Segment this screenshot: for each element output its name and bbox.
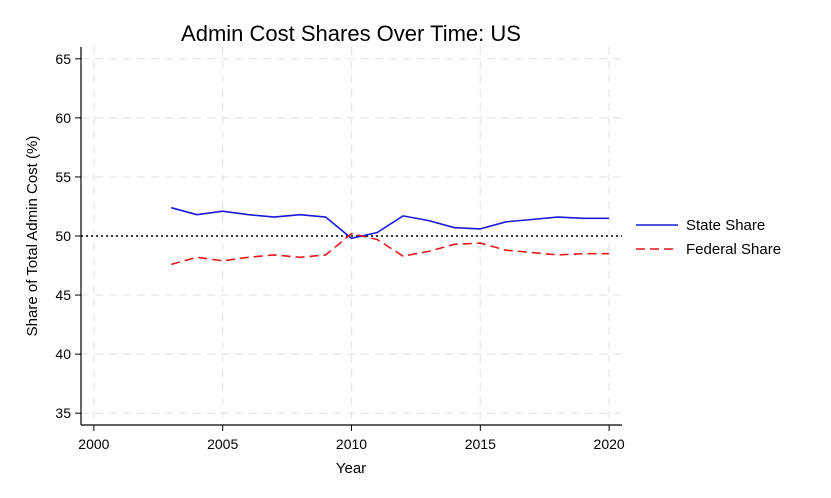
y-tick-label: 45 bbox=[55, 287, 71, 303]
x-tick-label: 2010 bbox=[336, 436, 367, 452]
y-axis-label: Share of Total Admin Cost (%) bbox=[24, 136, 41, 337]
series-group bbox=[170, 206, 610, 266]
legend-label-0: State Share bbox=[686, 217, 765, 234]
legend: State Share Federal Share bbox=[636, 217, 781, 258]
y-tick-label: 60 bbox=[55, 110, 71, 126]
gridlines bbox=[81, 47, 622, 425]
x-tick-label: 2005 bbox=[207, 436, 238, 452]
legend-label-1: Federal Share bbox=[686, 241, 781, 258]
y-tick-label: 65 bbox=[55, 51, 71, 67]
y-tick-label: 55 bbox=[55, 169, 71, 185]
x-axis-label: Year bbox=[336, 460, 366, 477]
x-tick-label: 2020 bbox=[594, 436, 625, 452]
y-tick-label: 40 bbox=[55, 346, 71, 362]
x-tick-label: 2000 bbox=[78, 436, 109, 452]
series-line-1 bbox=[170, 232, 610, 266]
y-tick-label: 35 bbox=[55, 405, 71, 421]
chart-title: Admin Cost Shares Over Time: US bbox=[181, 21, 521, 46]
y-tick-label: 50 bbox=[55, 228, 71, 244]
x-tick-label: 2015 bbox=[465, 436, 496, 452]
series-line-0 bbox=[170, 206, 610, 240]
axes: 35 40 45 50 55 60 65 2000 2005 2010 2015 2020 bbox=[55, 47, 625, 452]
